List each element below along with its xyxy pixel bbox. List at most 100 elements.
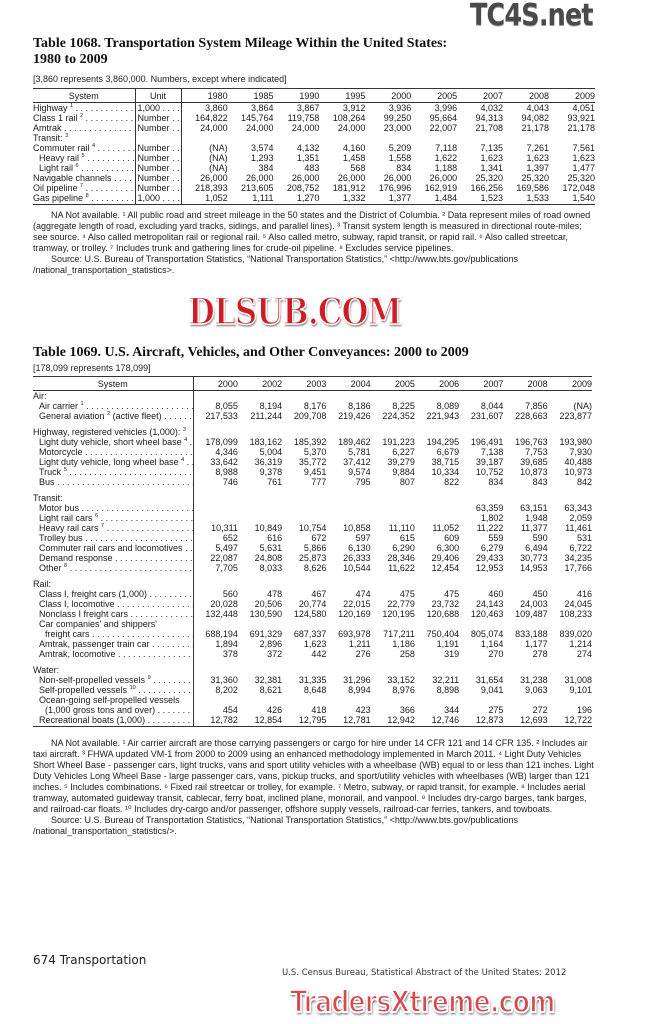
value-cell: 8,988 xyxy=(215,467,238,477)
value-cell: 12,854 xyxy=(237,715,283,727)
column-header: 1995 xyxy=(319,88,366,103)
unit-cell xyxy=(135,133,182,143)
value-cell: 10,858 xyxy=(343,523,371,533)
column-header: 2000 xyxy=(365,88,412,103)
table-row: Heavy rail 5 Number (NA) 1,293 1,351 1,458 1,5… xyxy=(33,153,595,163)
value-cell: 1,351 xyxy=(296,153,320,163)
value-cell: 24,143 xyxy=(475,599,504,609)
value-cell xyxy=(193,619,238,629)
value-cell: 3,864 xyxy=(251,103,274,113)
value-cell: 761 xyxy=(267,477,283,487)
value-cell xyxy=(193,665,238,675)
label-text: Light rail cars xyxy=(39,513,93,523)
label-text: Air carrier xyxy=(39,401,79,411)
section-heading-row: Water: xyxy=(33,665,592,675)
value-cell: 1,894 xyxy=(215,639,238,649)
spacer-cell xyxy=(33,659,194,665)
value-cell: 7,138 xyxy=(480,447,504,457)
value-cell: 20,506 xyxy=(254,599,283,609)
value-cell: 23,732 xyxy=(431,599,460,609)
value-cell: 209,708 xyxy=(293,411,327,421)
row-label: Ocean-going self-propelled vessels xyxy=(33,695,194,705)
table-row: Amtrak, locomotive 378 372 442 276 258 319 270 2… xyxy=(33,649,592,659)
value-cell xyxy=(415,579,459,589)
label-wrap: Nonclass I freight cars xyxy=(33,609,192,619)
value-cell: 211,244 xyxy=(250,411,283,421)
value-cell: 258 xyxy=(399,649,415,659)
table-1069-notes: NA Not available. ¹ Air carrier aircraft… xyxy=(33,738,598,837)
page-number-section: 674 Transportation xyxy=(33,953,147,967)
value-cell: 3,860 xyxy=(205,103,228,113)
section-heading-row: Highway, registered vehicles (1,000): 3 xyxy=(33,427,592,437)
row-spacer xyxy=(33,659,592,665)
label-wrap: Commuter rail 4 xyxy=(33,143,134,153)
value-cell: 688,194 xyxy=(205,629,238,639)
value-cell: 31,238 xyxy=(520,675,548,685)
label-wrap: Light rail cars 6 xyxy=(33,513,192,523)
value-cell xyxy=(238,391,282,402)
footnote-marker: 3 xyxy=(65,133,69,139)
value-cell xyxy=(503,619,547,629)
value-cell: 25,873 xyxy=(298,553,327,563)
value-cell: 11,622 xyxy=(388,563,415,573)
value-cell: 6,300 xyxy=(436,543,460,553)
value-cell: 185,392 xyxy=(293,437,327,447)
value-cell: 807 xyxy=(399,477,415,487)
table-1068-title: Table 1068. Transportation System Mileag… xyxy=(33,36,447,68)
value-cell: 6,290 xyxy=(392,543,415,553)
value-cell: 842 xyxy=(576,477,592,487)
label-text: Truck xyxy=(39,467,62,477)
footnote-marker: 2 xyxy=(107,411,111,417)
value-cell: 5,631 xyxy=(259,543,283,553)
table-row: Recreational boats (1,000)12,78212,85412… xyxy=(33,715,592,727)
value-cell: 1,477 xyxy=(572,163,595,173)
value-cell: 31,296 xyxy=(343,675,371,685)
table-row: Air carrier 1 8,055 8,194 8,176 8,186 8,225 8,… xyxy=(33,401,592,411)
table-row: Light rail 6 Number (NA) 384 483 568 834 1,188 1… xyxy=(33,163,595,173)
title-line: 1980 to 2009 xyxy=(33,52,108,67)
value-cell: 39,279 xyxy=(387,457,415,467)
value-cell: 7,135 xyxy=(480,143,504,153)
unit-cell: Number xyxy=(135,123,182,133)
value-cell: 26,000 xyxy=(383,173,412,183)
table-1068: System Unit 1980 1985 1990 1995 2000 2005 2007 20… xyxy=(33,88,595,205)
value-cell: 21,708 xyxy=(475,123,504,133)
value-cell xyxy=(193,695,238,705)
value-cell xyxy=(193,391,238,402)
value-cell: 124,580 xyxy=(293,609,327,619)
value-cell: 1,211 xyxy=(348,639,371,649)
row-label: Highway 1 xyxy=(33,102,136,113)
value-cell: 24,045 xyxy=(564,599,592,609)
value-cell xyxy=(282,665,326,675)
value-cell: 8,626 xyxy=(303,563,327,573)
value-cell: 5,866 xyxy=(303,543,327,553)
value-cell: 193,980 xyxy=(559,437,592,447)
value-cell: 475 xyxy=(399,589,415,599)
value-cell: 687,337 xyxy=(293,629,327,639)
value-cell xyxy=(459,619,503,629)
label-text: Heavy rail xyxy=(39,153,80,163)
value-cell xyxy=(238,513,282,523)
label-wrap: Amtrak xyxy=(33,123,134,133)
value-cell xyxy=(282,503,326,513)
value-cell: 213,605 xyxy=(240,183,274,193)
value-cell: 746 xyxy=(222,477,238,487)
value-cell: 6,227 xyxy=(392,447,415,457)
value-cell: 1,341 xyxy=(480,163,504,173)
unit-text: Number xyxy=(138,143,181,153)
value-cell: 24,003 xyxy=(520,599,548,609)
label-wrap: General aviation 2 (active fleet) xyxy=(33,411,192,421)
unit-cell: Number xyxy=(135,153,182,163)
label-text: Light duty vehicle, long wheel base xyxy=(39,457,179,467)
value-cell: 1,332 xyxy=(319,193,366,205)
label-text: Oil pipeline xyxy=(33,183,78,193)
label-text: Commuter rail cars and locomotives xyxy=(39,543,183,553)
value-cell: 119,758 xyxy=(287,113,320,123)
label-wrap: Self-propelled vessels 10 xyxy=(33,685,192,695)
value-cell: 11,052 xyxy=(432,523,460,533)
value-cell: 22,007 xyxy=(429,123,458,133)
value-cell: 17,766 xyxy=(564,563,592,573)
value-cell: 6,130 xyxy=(348,543,371,553)
value-cell xyxy=(282,513,326,523)
value-cell xyxy=(415,503,459,513)
